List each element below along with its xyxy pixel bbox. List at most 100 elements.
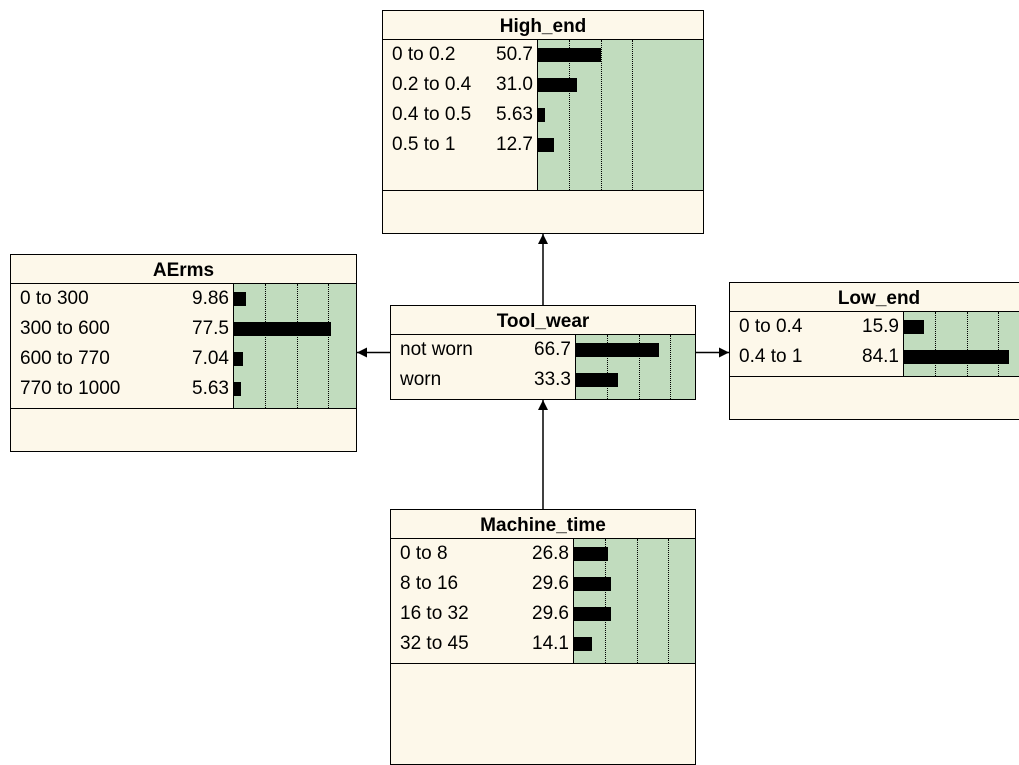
state-label: 32 to 45	[400, 633, 469, 654]
state-value: 14.1	[532, 633, 569, 654]
belief-bar-panel	[573, 539, 695, 663]
state-label: 0 to 0.2	[392, 44, 456, 65]
state-label: 0.4 to 0.5	[392, 104, 472, 125]
state-label: worn	[400, 369, 442, 390]
belief-bar	[234, 322, 331, 336]
belief-bar	[574, 637, 592, 651]
state-row[interactable]: 0.4 to 1 84.1	[730, 345, 903, 369]
state-row[interactable]: 0 to 0.4 15.9	[730, 315, 903, 339]
belief-gridline	[636, 539, 638, 663]
state-label: 300 to 600	[20, 318, 110, 339]
state-label: not worn	[400, 339, 473, 360]
links-layer	[357, 234, 729, 509]
state-row[interactable]: 0.2 to 0.4 31.0	[383, 73, 537, 97]
state-row[interactable]: 32 to 45 14.1	[391, 632, 573, 656]
belief-gridline	[600, 40, 602, 190]
belief-bar	[234, 292, 247, 306]
node-footer	[391, 664, 695, 764]
belief-bar-panel	[233, 284, 356, 408]
node-low-end[interactable]: Low_end 0 to 0.4 15.9 0.4 to 1 84.1	[729, 282, 1019, 420]
state-row[interactable]: not worn 66.7	[391, 338, 575, 362]
belief-gridline	[296, 284, 298, 408]
belief-gridline	[631, 40, 633, 190]
belief-gridline	[997, 312, 999, 376]
node-title: High_end	[383, 11, 703, 40]
belief-bar-panel	[903, 312, 1019, 376]
belief-bar	[576, 373, 618, 387]
belief-bar	[574, 577, 611, 591]
state-label: 0 to 0.4	[739, 316, 803, 337]
state-value: 26.8	[532, 543, 569, 564]
node-title: Machine_time	[391, 510, 695, 539]
state-label: 0 to 300	[20, 288, 89, 309]
state-label: 770 to 1000	[20, 378, 121, 399]
node-states: 0 to 300 9.86 300 to 600 77.5 600 to 770 7.04…	[11, 284, 356, 409]
belief-gridline	[605, 539, 607, 663]
state-row[interactable]: 8 to 16 29.6	[391, 572, 573, 596]
belief-bar	[576, 343, 660, 357]
state-value: 77.5	[192, 318, 229, 339]
belief-gridline	[265, 284, 267, 408]
state-row[interactable]: worn 33.3	[391, 368, 575, 392]
state-value: 5.63	[496, 104, 533, 125]
state-row[interactable]: 0.5 to 1 12.7	[383, 133, 537, 157]
belief-bar	[538, 108, 546, 122]
state-value: 31.0	[496, 74, 533, 95]
belief-bar	[574, 547, 608, 561]
node-states: not worn 66.7 worn 33.3	[391, 335, 695, 399]
state-row[interactable]: 16 to 32 29.6	[391, 602, 573, 626]
node-high-end[interactable]: High_end 0 to 0.2 50.7 0.2 to 0.4 31.0 0.4 to…	[382, 10, 704, 234]
node-states: 0 to 0.2 50.7 0.2 to 0.4 31.0 0.4 to 0.5 5.63…	[383, 40, 703, 191]
belief-gridline	[327, 284, 329, 408]
node-states: 0 to 0.4 15.9 0.4 to 1 84.1	[730, 312, 1019, 377]
state-row[interactable]: 0 to 0.2 50.7	[383, 43, 537, 67]
state-value: 7.04	[192, 348, 229, 369]
node-title: Tool_wear	[391, 306, 695, 335]
state-label: 16 to 32	[400, 603, 469, 624]
state-label: 0.4 to 1	[739, 346, 803, 367]
state-value: 9.86	[192, 288, 229, 309]
belief-bar-panel	[575, 335, 695, 399]
node-states: 0 to 8 26.8 8 to 16 29.6 16 to 32 29.6 32 to 4…	[391, 539, 695, 664]
state-row[interactable]: 600 to 770 7.04	[11, 347, 233, 371]
belief-bar-panel	[537, 40, 703, 190]
state-row[interactable]: 300 to 600 77.5	[11, 317, 233, 341]
state-value: 15.9	[862, 316, 899, 337]
belief-gridline	[935, 312, 937, 376]
node-machine-time[interactable]: Machine_time 0 to 8 26.8 8 to 16 29.6 16 to 3…	[390, 509, 696, 765]
belief-gridline	[638, 335, 640, 399]
state-row[interactable]: 0 to 300 9.86	[11, 287, 233, 311]
state-row[interactable]: 0 to 8 26.8	[391, 542, 573, 566]
belief-bar	[538, 138, 554, 152]
belief-bar	[538, 48, 602, 62]
belief-gridline	[966, 312, 968, 376]
belief-gridline	[569, 40, 571, 190]
belief-bar	[904, 320, 924, 334]
state-value: 66.7	[534, 339, 571, 360]
state-value: 84.1	[862, 346, 899, 367]
node-title: Low_end	[730, 283, 1019, 312]
state-label: 0.5 to 1	[392, 134, 456, 155]
state-value: 12.7	[496, 134, 533, 155]
state-row[interactable]: 770 to 1000 5.63	[11, 377, 233, 401]
node-footer	[730, 377, 1019, 419]
belief-gridline	[667, 539, 669, 663]
belief-bar	[234, 382, 242, 396]
node-footer	[11, 409, 356, 451]
belief-gridline	[607, 335, 609, 399]
state-label: 600 to 770	[20, 348, 110, 369]
state-row[interactable]: 0.4 to 0.5 5.63	[383, 103, 537, 127]
node-aerms[interactable]: AErms 0 to 300 9.86 300 to 600 77.5 600 to 77…	[10, 254, 357, 452]
state-value: 29.6	[532, 603, 569, 624]
belief-bar	[234, 352, 243, 366]
node-title: AErms	[11, 255, 356, 284]
state-label: 8 to 16	[400, 573, 459, 594]
state-value: 5.63	[192, 378, 229, 399]
state-label: 0 to 8	[400, 543, 448, 564]
state-label: 0.2 to 0.4	[392, 74, 472, 95]
belief-bar	[904, 350, 1010, 364]
state-value: 29.6	[532, 573, 569, 594]
state-value: 33.3	[534, 369, 571, 390]
state-value: 50.7	[496, 44, 533, 65]
